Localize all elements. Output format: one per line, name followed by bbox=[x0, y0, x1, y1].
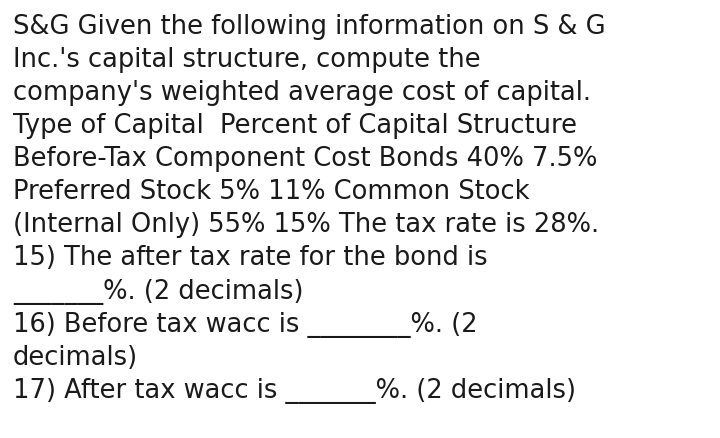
Text: 17) After tax wacc is _______%. (2 decimals): 17) After tax wacc is _______%. (2 decim… bbox=[13, 378, 576, 404]
Text: Type of Capital  Percent of Capital Structure: Type of Capital Percent of Capital Struc… bbox=[13, 113, 577, 139]
Text: decimals): decimals) bbox=[13, 345, 138, 371]
Text: S&G Given the following information on S & G: S&G Given the following information on S… bbox=[13, 14, 606, 40]
Text: 15) The after tax rate for the bond is: 15) The after tax rate for the bond is bbox=[13, 245, 487, 272]
Text: (Internal Only) 55% 15% The tax rate is 28%.: (Internal Only) 55% 15% The tax rate is … bbox=[13, 212, 599, 238]
Text: Preferred Stock 5% 11% Common Stock: Preferred Stock 5% 11% Common Stock bbox=[13, 180, 530, 205]
Text: Before-Tax Component Cost Bonds 40% 7.5%: Before-Tax Component Cost Bonds 40% 7.5% bbox=[13, 146, 598, 172]
Text: company's weighted average cost of capital.: company's weighted average cost of capit… bbox=[13, 80, 591, 106]
Text: Inc.'s capital structure, compute the: Inc.'s capital structure, compute the bbox=[13, 47, 480, 73]
Text: 16) Before tax wacc is ________%. (2: 16) Before tax wacc is ________%. (2 bbox=[13, 312, 477, 338]
Text: _______%. (2 decimals): _______%. (2 decimals) bbox=[13, 279, 303, 304]
